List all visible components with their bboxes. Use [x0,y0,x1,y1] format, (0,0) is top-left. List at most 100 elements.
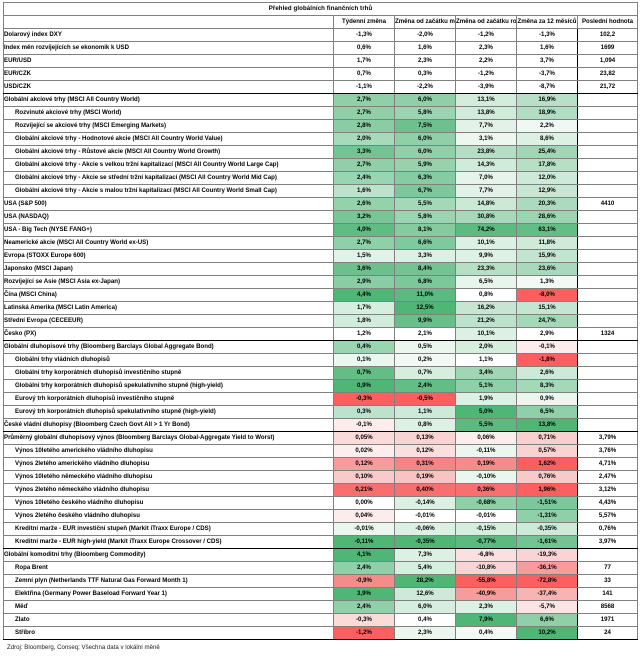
cell-week: 2,9% [333,275,395,289]
cell-mtd: 5,8% [394,210,456,224]
cell-week: 1,5% [333,249,395,263]
cell-mtd: 6,0% [394,600,456,614]
cell-week: 2,0% [333,132,395,146]
table-row: Evropa (STOXX Europe 600) 1,5% 3,3% 9,9% 15,… [3,249,638,263]
cell-week: 1,8% [333,314,395,328]
row-label: Výnos 10letého českého vládního dluhopis… [3,496,334,510]
row-label: Eurový trh korporátních dluhopisů invest… [3,392,334,406]
row-label: USA (S&P 500) [3,197,334,211]
row-label: Globální akciové trhy - Hodnotové akcie … [3,132,334,146]
cell-last-value [577,171,638,185]
cell-last-value: 21,72 [577,80,638,94]
row-label: EUR/USD [3,54,334,68]
cell-last-value [577,93,638,107]
row-label: USD/CZK [3,80,334,94]
cell-ytd: 2,0% [455,340,517,354]
table-row: Výnos 2letého amerického vládního dluhop… [3,457,638,471]
cell-y12: 15,9% [516,249,578,263]
cell-week: 1,7% [333,301,395,315]
cell-week: -0,11% [333,535,395,549]
cell-ytd: -0,10% [455,470,517,484]
cell-ytd: 5,0% [455,405,517,419]
cell-y12: -37,4% [516,587,578,601]
cell-y12: 23,6% [516,262,578,276]
cell-ytd: -0,01% [455,509,517,523]
cell-y12: 24,7% [516,314,578,328]
cell-ytd: 10,1% [455,236,517,250]
cell-y12: 2,6% [516,366,578,380]
cell-ytd: 1,1% [455,353,517,367]
cell-last-value [577,288,638,302]
cell-last-value: 23,82 [577,67,638,81]
row-label: Česko (PX) [3,327,334,341]
cell-week: 0,3% [333,405,395,419]
cell-week: 0,7% [333,366,395,380]
table-row: Eurový trh korporátních dluhopisů spekul… [3,405,638,419]
cell-ytd: -55,8% [455,574,517,588]
cell-mtd: 0,4% [394,613,456,627]
cell-last-value [577,210,638,224]
row-label: Evropa (STOXX Europe 600) [3,249,334,263]
row-label: Výnos 2letého českého vládního dluhopisu [3,509,334,523]
row-label: Výnos 2letého německého vládního dluhopi… [3,483,334,497]
row-label: Kreditní marže - EUR high-yield (Markit … [3,535,334,549]
row-label: Globální trhy korporátních dluhopisů inv… [3,366,334,380]
cell-y12: 8,3% [516,379,578,393]
cell-week: -1,2% [333,626,395,640]
row-label: Výnos 10letého amerického vládního dluho… [3,444,334,458]
cell-last-value [577,548,638,562]
cell-mtd: 0,3% [394,67,456,81]
cell-week: 2,6% [333,197,395,211]
cell-y12: 1,6% [516,41,578,55]
cell-week: 1,6% [333,184,395,198]
cell-mtd: 0,19% [394,470,456,484]
cell-mtd: 12,6% [394,587,456,601]
cell-week: 0,9% [333,379,395,393]
cell-ytd: 0,19% [455,457,517,471]
cell-week: 2,4% [333,600,395,614]
table-row: Elektřina (Germany Power Baseload Forwar… [3,587,638,601]
table-row: Globální akciové trhy - Hodnotové akcie … [3,132,638,146]
cell-y12: 12,9% [516,184,578,198]
row-label: Globální akciové trhy (MSCI All Country … [3,93,334,107]
cell-ytd: -1,2% [455,28,517,42]
row-label: Globální dluhopisové trhy (Bloomberg Bar… [3,340,334,354]
cell-ytd: -0,68% [455,496,517,510]
cell-week: 2,7% [333,106,395,120]
cell-y12: 0,57% [516,444,578,458]
cell-week: 2,7% [333,236,395,250]
cell-last-value: 1324 [577,327,638,341]
cell-ytd: 7,0% [455,171,517,185]
cell-y12: -72,8% [516,574,578,588]
table-row: Neamerické akcie (MSCI All Country World… [3,236,638,250]
cell-mtd: 5,4% [394,561,456,575]
cell-last-value [577,353,638,367]
cell-y12: -8,7% [516,80,578,94]
cell-ytd: 3,1% [455,132,517,146]
cell-ytd: 13,1% [455,93,517,107]
table-row: Měď 2,4% 6,0% 2,3% -5,7% 8568 [3,600,638,614]
cell-week: 1,7% [333,54,395,68]
table-row: Ropa Brent 2,4% 5,4% -10,8% -36,1% 77 [3,561,638,575]
cell-ytd: 13,8% [455,106,517,120]
column-header-week: Týdenní změna [333,15,395,29]
cell-ytd: 14,8% [455,197,517,211]
cell-y12: 1,3% [516,275,578,289]
cell-y12: 63,1% [516,223,578,237]
cell-mtd: 6,6% [394,236,456,250]
table-row: EUR/USD 1,7% 2,3% 2,2% 3,7% 1,094 [3,54,638,68]
cell-mtd: 6,0% [394,132,456,146]
row-label: Japonsko (MSCI Japan) [3,262,334,276]
table-row: Globální akciové trhy - Růstové akcie (M… [3,145,638,159]
cell-week: 0,00% [333,496,395,510]
row-label: Rozvíjející se Asie (MSCI Asia ex-Japan) [3,275,334,289]
cell-y12: 0,76% [516,470,578,484]
cell-week: 4,0% [333,223,395,237]
cell-y12: 16,9% [516,93,578,107]
cell-last-value [577,405,638,419]
table-row: Globální trhy vládních dluhopisů 0,1% 0,2%… [3,353,638,367]
table-row: USA - Big Tech (NYSE FANG+) 4,0% 8,1% 74,2%… [3,223,638,237]
cell-y12: 12,0% [516,171,578,185]
cell-last-value: 1,094 [577,54,638,68]
table-row: Výnos 10letého německého vládního dluhop… [3,470,638,484]
